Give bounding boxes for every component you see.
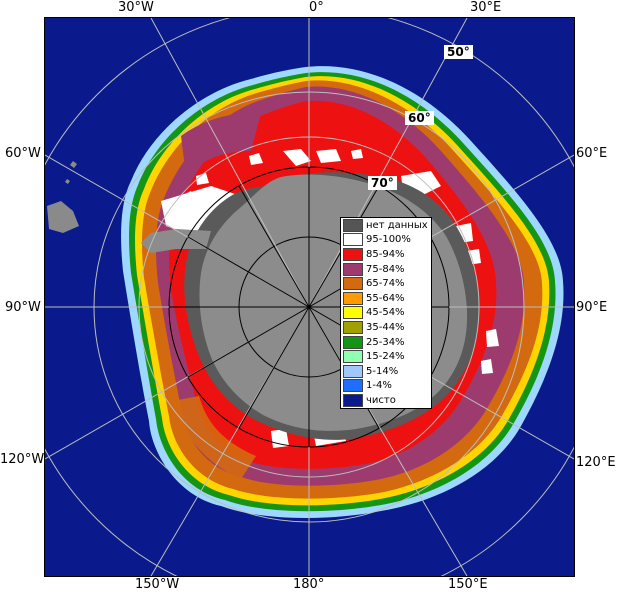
- legend-item: 15-24%: [341, 349, 431, 364]
- legend-item: нет данных: [341, 218, 431, 233]
- legend-item: 95-100%: [341, 233, 431, 248]
- legend-swatch: [343, 291, 363, 305]
- legend-label: 55-64%: [366, 292, 405, 304]
- label-0-top: 0°: [309, 0, 324, 15]
- latitude-label-60: 60°: [405, 111, 434, 125]
- legend-item: 5-14%: [341, 364, 431, 379]
- legend-swatch: [343, 306, 363, 320]
- label-30e-top: 30°E: [470, 0, 502, 15]
- label-90e-right: 90°E: [576, 300, 608, 315]
- legend-label: 15-24%: [366, 351, 405, 363]
- legend-label: 45-54%: [366, 307, 405, 319]
- latitude-label-70: 70°: [368, 176, 397, 190]
- label-30w-top: 30°W: [118, 0, 154, 15]
- legend-swatch: [343, 233, 363, 247]
- legend-item: 25-34%: [341, 335, 431, 350]
- legend-label: 95-100%: [366, 234, 411, 246]
- legend-label: 1-4%: [366, 380, 392, 392]
- legend-item: 65-74%: [341, 276, 431, 291]
- legend-swatch: [343, 262, 363, 276]
- legend-swatch: [343, 393, 363, 407]
- label-180-bottom: 180°: [293, 577, 325, 592]
- legend-label: нет данных: [366, 219, 428, 231]
- ice-zone-orange-sw: [173, 396, 256, 479]
- ice-zone-purple-west: [181, 112, 261, 176]
- label-150w-bottom: 150°W: [135, 577, 180, 592]
- islands: [65, 161, 77, 184]
- legend-item: чисто: [341, 393, 431, 408]
- antarctic-peninsula: [141, 229, 211, 253]
- label-120w-left: 120°W: [0, 452, 45, 467]
- label-60e-right: 60°E: [576, 146, 608, 161]
- map-canvas: [45, 18, 574, 576]
- label-150e-bottom: 150°E: [448, 577, 488, 592]
- legend-label: 65-74%: [366, 278, 405, 290]
- label-60w-left: 60°W: [5, 146, 41, 161]
- latitude-label-50: 50°: [444, 45, 473, 59]
- legend-item: 75-84%: [341, 262, 431, 277]
- legend-item: 85-94%: [341, 247, 431, 262]
- label-120e-right: 120°E: [576, 455, 616, 470]
- sea-ice-map: [44, 17, 575, 577]
- south-america-land: [47, 201, 79, 233]
- legend-swatch: [343, 218, 363, 232]
- legend-swatch: [343, 320, 363, 334]
- legend-swatch: [343, 335, 363, 349]
- legend-label: 5-14%: [366, 365, 399, 377]
- legend-swatch: [343, 364, 363, 378]
- legend-label: 35-44%: [366, 321, 405, 333]
- legend-swatch: [343, 350, 363, 364]
- ice-concentration-legend: нет данных 95-100% 85-94% 75-84% 65-74% 55-64…: [340, 217, 432, 409]
- legend-swatch: [343, 379, 363, 393]
- legend-item: 55-64%: [341, 291, 431, 306]
- legend-label: 85-94%: [366, 248, 405, 260]
- legend-label: чисто: [366, 394, 396, 406]
- legend-label: 25-34%: [366, 336, 405, 348]
- legend-item: 1-4%: [341, 379, 431, 394]
- legend-swatch: [343, 277, 363, 291]
- label-90w-left: 90°W: [5, 300, 41, 315]
- legend-label: 75-84%: [366, 263, 405, 275]
- legend-item: 35-44%: [341, 320, 431, 335]
- legend-item: 45-54%: [341, 306, 431, 321]
- legend-swatch: [343, 247, 363, 261]
